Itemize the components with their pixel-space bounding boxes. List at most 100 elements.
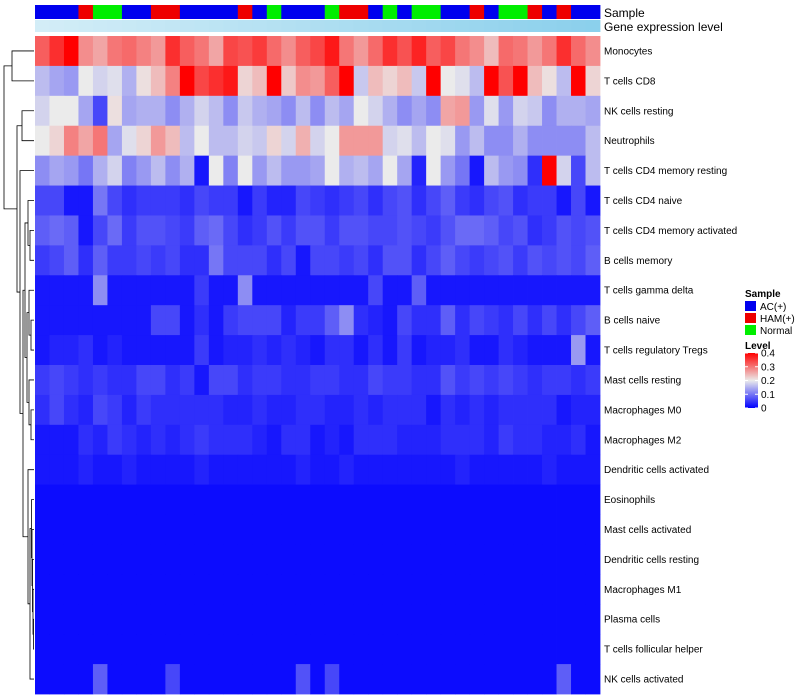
heatmap-cell (310, 36, 326, 67)
heatmap-cell (455, 95, 471, 127)
heatmap-cell (35, 275, 50, 306)
heatmap-cell (92, 664, 108, 695)
sample-annotation-cell (469, 5, 485, 19)
legend-tick-label: 0 (761, 404, 767, 415)
heatmap-cell (455, 305, 471, 336)
heatmap-cell (498, 215, 514, 246)
heatmap-cell (208, 155, 224, 186)
heatmap-cell (107, 305, 123, 336)
heatmap-cell (194, 125, 210, 157)
heatmap-cell (397, 365, 413, 396)
heatmap-cell (266, 604, 282, 635)
heatmap-cell (136, 36, 152, 67)
gene-expression-cell (310, 20, 326, 32)
heatmap-cell (556, 604, 572, 635)
heatmap-cell (78, 664, 94, 695)
heatmap-cell (165, 275, 181, 306)
heatmap-cell (266, 95, 282, 127)
heatmap-cell (368, 454, 384, 486)
heatmap-cell (78, 245, 94, 276)
heatmap-cell (498, 155, 514, 186)
heatmap-cell (150, 95, 166, 127)
heatmap-cell (252, 185, 268, 216)
heatmap-cell (35, 634, 50, 665)
heatmap-cell (339, 95, 355, 127)
heatmap-cell (469, 544, 485, 575)
heatmap-cell (440, 95, 456, 127)
heatmap-cell (78, 275, 94, 306)
heatmap-cell (324, 365, 340, 396)
heatmap-cell (150, 185, 166, 216)
heatmap-cell (353, 335, 369, 366)
heatmap-cell (382, 365, 398, 396)
heatmap-cell (368, 36, 384, 67)
heatmap-cell (165, 65, 181, 97)
heatmap-cell (368, 484, 384, 515)
heatmap-cell (571, 155, 586, 186)
heatmap-cell (324, 514, 340, 545)
heatmap-cell (469, 424, 485, 456)
heatmap-cell (150, 394, 166, 426)
heatmap-cell (382, 65, 398, 97)
heatmap-cell (310, 245, 326, 276)
heatmap-cell (556, 215, 572, 246)
heatmap-cell (368, 394, 384, 426)
heatmap-cell (179, 424, 195, 456)
heatmap-cell (339, 544, 355, 575)
heatmap-cell (179, 215, 195, 246)
heatmap-cell (194, 305, 210, 336)
heatmap-cell (324, 484, 340, 515)
heatmap-cell (165, 245, 181, 276)
heatmap-cell (484, 454, 499, 486)
heatmap-cell (223, 155, 239, 186)
heatmap-cell (92, 365, 108, 396)
heatmap-cell (266, 65, 282, 97)
heatmap-cell (585, 305, 601, 336)
row-label: B cells memory (604, 256, 672, 267)
heatmap-cell (455, 335, 471, 366)
heatmap-cell (527, 424, 543, 456)
heatmap-cell (455, 185, 471, 216)
heatmap-cell (585, 95, 601, 127)
heatmap-cell (49, 335, 65, 366)
heatmap-cell (281, 365, 297, 396)
heatmap-cell (382, 574, 398, 605)
heatmap-cell (426, 65, 442, 97)
heatmap-cell (542, 36, 557, 67)
heatmap-cell (237, 335, 253, 366)
heatmap-cell (324, 275, 340, 306)
heatmap-cell (368, 275, 384, 306)
heatmap-cell (310, 365, 326, 396)
heatmap-cell (571, 454, 586, 486)
heatmap-cell (411, 484, 427, 515)
heatmap-cell (339, 65, 355, 97)
heatmap-cell (237, 574, 253, 605)
heatmap-cell (440, 275, 456, 306)
gene-expression-cell (324, 20, 340, 32)
heatmap-cell (35, 424, 50, 456)
heatmap-cell (353, 574, 369, 605)
heatmap-cell (179, 36, 195, 67)
heatmap-cell (397, 215, 413, 246)
heatmap-cell (63, 484, 79, 515)
heatmap-cell (397, 544, 413, 575)
heatmap-cell (585, 544, 601, 575)
heatmap-cell (527, 36, 543, 67)
heatmap-cell (208, 365, 224, 396)
heatmap-cell (194, 394, 210, 426)
heatmap-cell (223, 305, 239, 336)
heatmap-cell (513, 125, 528, 157)
heatmap-cell (513, 36, 528, 67)
heatmap-cell (281, 574, 297, 605)
heatmap-cell (63, 215, 79, 246)
heatmap-cell (179, 514, 195, 545)
heatmap-cell (194, 185, 210, 216)
heatmap-cell (237, 185, 253, 216)
heatmap-cell (585, 424, 601, 456)
heatmap-cell (324, 305, 340, 336)
heatmap-cell (179, 544, 195, 575)
heatmap-cell (513, 335, 528, 366)
heatmap-cell (150, 424, 166, 456)
legend: Sample AC(+)HAM(+)Normal Level 0.4 0.3 0.2… (745, 289, 795, 415)
gene-expression-cell (440, 20, 456, 32)
